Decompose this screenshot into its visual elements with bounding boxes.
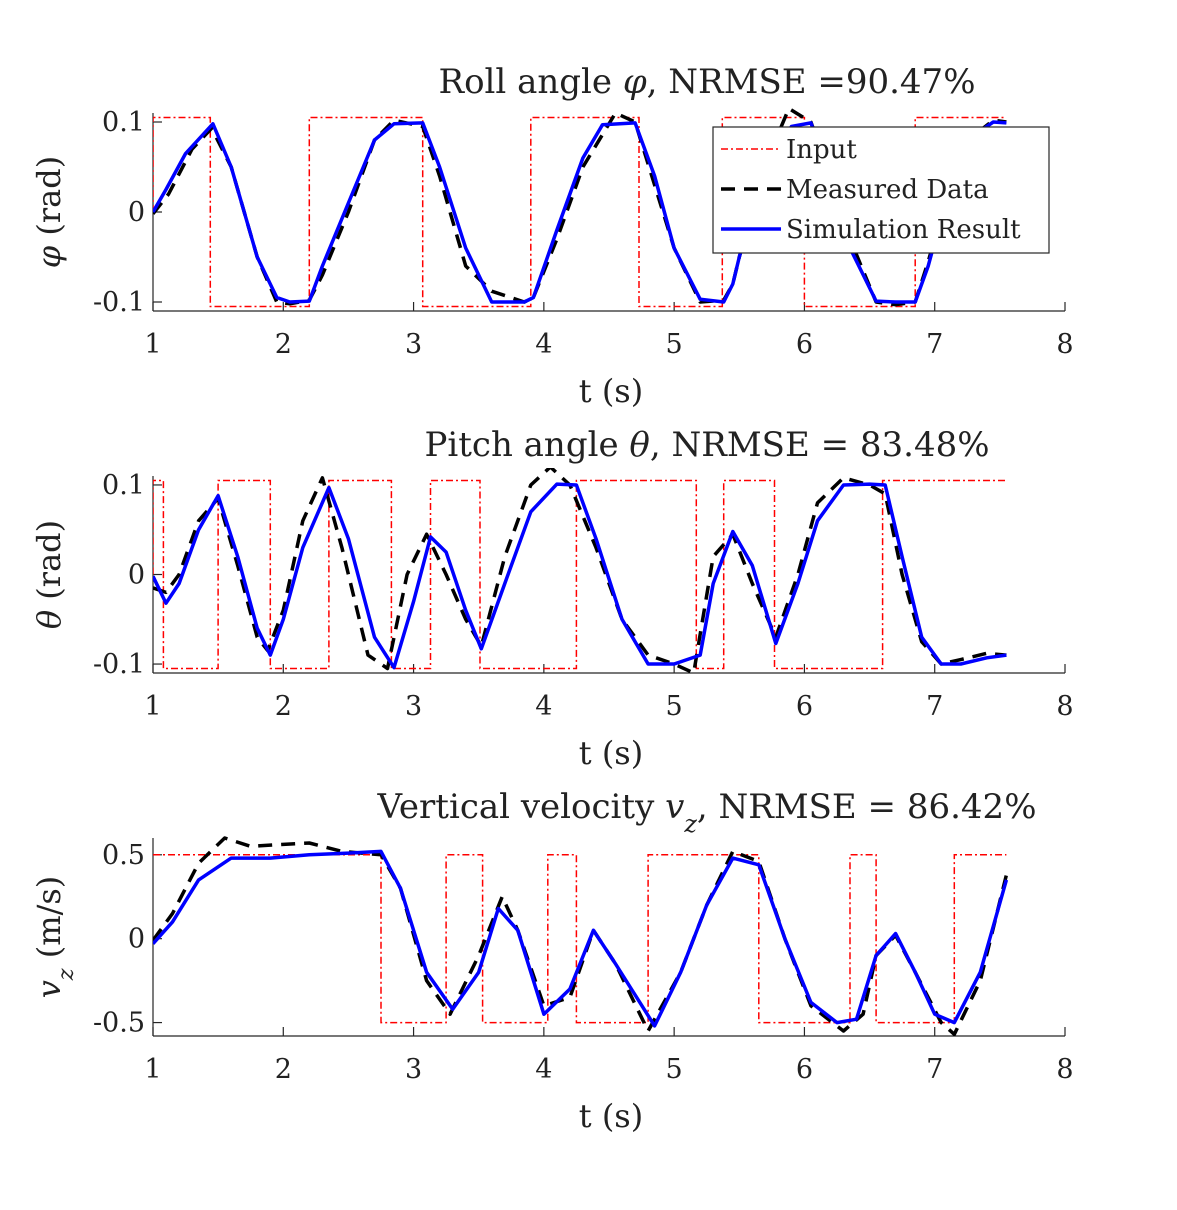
x-tick-label: 4 bbox=[535, 329, 552, 360]
chart-panel-3: 1 2 3 4 5 6 7 8 -0.5 0 0.5 Vertical velocity vz​, N… bbox=[30, 787, 1074, 1135]
x-tick-label: 8 bbox=[1056, 1054, 1073, 1085]
y-tick-label: 0.1 bbox=[102, 107, 145, 138]
y-tick-label: -0.1 bbox=[93, 287, 145, 318]
x-tick-label: 5 bbox=[666, 329, 683, 360]
y-tick-label: 0.1 bbox=[102, 470, 145, 501]
x-axis-label: t (s) bbox=[579, 372, 643, 410]
y-tick-label: 0 bbox=[128, 560, 145, 591]
y-tick-label: 0 bbox=[128, 197, 145, 228]
legend-label-sim: Simulation Result bbox=[786, 215, 1021, 245]
x-tick-label: 5 bbox=[666, 691, 683, 722]
series-input-line bbox=[153, 854, 1007, 1024]
series-simulation-line bbox=[153, 482, 1007, 670]
y-tick-label: 0 bbox=[128, 924, 145, 955]
y-axis-label: vz​ (m/s) bbox=[30, 876, 79, 999]
x-tick-label: 2 bbox=[275, 1054, 292, 1085]
series-input-line bbox=[153, 116, 1007, 308]
x-tick-label: 3 bbox=[405, 1054, 422, 1085]
x-tick-label: 7 bbox=[926, 1054, 943, 1085]
series-input-line bbox=[153, 479, 1007, 670]
x-tick-label: 3 bbox=[405, 329, 422, 360]
chart-panel-1: 1 2 3 4 5 6 7 8 -0.1 0 0.1 Roll angle φ, NRMSE =90.… bbox=[30, 62, 1074, 410]
y-axis-label: φ (rad) bbox=[30, 156, 68, 268]
y-tick-label: -0.1 bbox=[93, 649, 145, 680]
chart-title: Roll angle φ, NRMSE =90.47% bbox=[438, 62, 975, 102]
x-tick-label: 7 bbox=[926, 691, 943, 722]
chart-title: Pitch angle θ, NRMSE = 83.48% bbox=[424, 425, 989, 465]
x-tick-label: 6 bbox=[796, 329, 813, 360]
series-simulation-line bbox=[153, 120, 1007, 304]
legend-label-input: Input bbox=[786, 135, 857, 165]
y-tick-label: 0.5 bbox=[102, 840, 145, 871]
y-tick-label: -0.5 bbox=[93, 1008, 145, 1039]
x-axis-label: t (s) bbox=[579, 1097, 643, 1135]
x-tick-label: 4 bbox=[535, 691, 552, 722]
x-tick-label: 7 bbox=[926, 329, 943, 360]
legend: Input Measured Data Simulation Result bbox=[712, 126, 1050, 254]
legend-label-measured: Measured Data bbox=[786, 175, 989, 205]
x-tick-label: 2 bbox=[275, 329, 292, 360]
x-tick-label: 5 bbox=[666, 1054, 683, 1085]
x-tick-label: 1 bbox=[144, 329, 161, 360]
x-tick-label: 3 bbox=[405, 691, 422, 722]
x-tick-label: 8 bbox=[1056, 329, 1073, 360]
series-measured-line bbox=[153, 836, 1009, 1036]
x-tick-label: 1 bbox=[144, 691, 161, 722]
chart-panel-2: 1 2 3 4 5 6 7 8 -0.1 0 0.1 Pitch angle θ, NRMSE = 8… bbox=[30, 425, 1074, 772]
y-axis-label: θ (rad) bbox=[30, 520, 68, 629]
x-tick-label: 8 bbox=[1056, 691, 1073, 722]
x-tick-label: 1 bbox=[144, 1054, 161, 1085]
x-tick-label: 4 bbox=[535, 1054, 552, 1085]
chart-title: Vertical velocity vz​, NRMSE = 86.42% bbox=[376, 787, 1036, 838]
x-tick-label: 2 bbox=[275, 691, 292, 722]
x-axis-label: t (s) bbox=[579, 734, 643, 772]
series-simulation-line bbox=[153, 849, 1009, 1028]
x-tick-label: 6 bbox=[796, 1054, 813, 1085]
x-tick-label: 6 bbox=[796, 691, 813, 722]
